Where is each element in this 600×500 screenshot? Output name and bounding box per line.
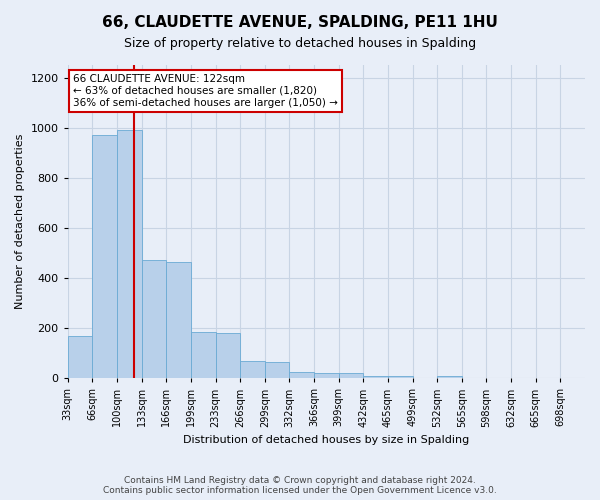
Bar xyxy=(314,374,338,378)
Text: 66, CLAUDETTE AVENUE, SPALDING, PE11 1HU: 66, CLAUDETTE AVENUE, SPALDING, PE11 1HU xyxy=(102,15,498,30)
Bar xyxy=(166,262,191,378)
Bar xyxy=(68,336,92,378)
Text: Contains HM Land Registry data © Crown copyright and database right 2024.
Contai: Contains HM Land Registry data © Crown c… xyxy=(103,476,497,495)
Bar xyxy=(215,333,240,378)
Bar xyxy=(388,376,413,378)
Bar xyxy=(364,376,388,378)
Text: Size of property relative to detached houses in Spalding: Size of property relative to detached ho… xyxy=(124,38,476,51)
Bar xyxy=(191,332,215,378)
Y-axis label: Number of detached properties: Number of detached properties xyxy=(15,134,25,310)
Bar xyxy=(92,135,117,378)
Bar xyxy=(265,362,289,378)
Text: 66 CLAUDETTE AVENUE: 122sqm
← 63% of detached houses are smaller (1,820)
36% of : 66 CLAUDETTE AVENUE: 122sqm ← 63% of det… xyxy=(73,74,338,108)
Bar xyxy=(240,360,265,378)
Bar xyxy=(289,372,314,378)
Bar xyxy=(437,376,462,378)
Bar xyxy=(117,130,142,378)
Bar xyxy=(338,374,364,378)
X-axis label: Distribution of detached houses by size in Spalding: Distribution of detached houses by size … xyxy=(183,435,469,445)
Bar xyxy=(142,260,166,378)
